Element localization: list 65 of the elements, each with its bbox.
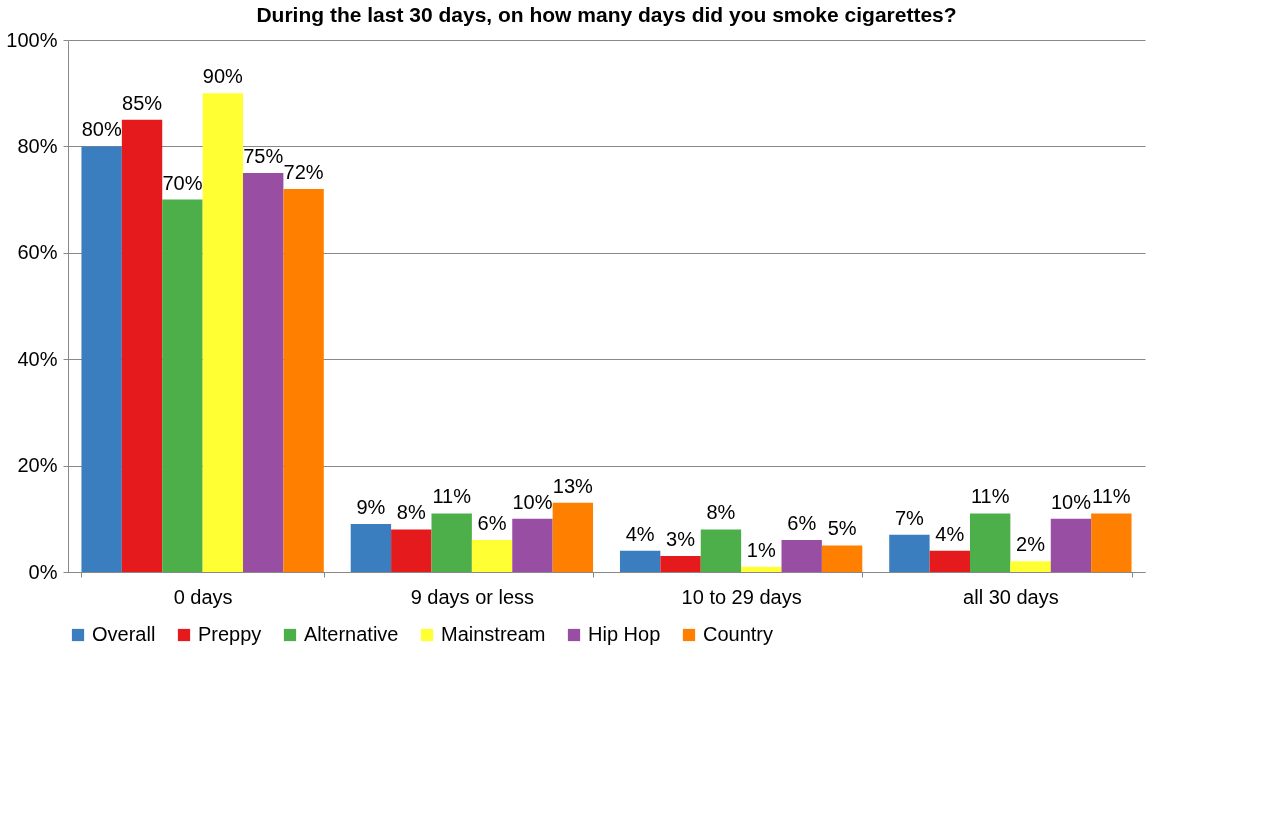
bar [350,524,392,572]
y-tick-label: 80% [17,134,58,157]
data-label: 4% [625,522,655,545]
bar [781,540,822,572]
data-label: 90% [202,65,244,88]
legend-label: Preppy [198,623,262,645]
data-label: 11% [970,485,1010,508]
data-label: 10% [512,490,553,513]
data-label: 3% [666,528,696,551]
data-label: 8% [396,501,426,524]
data-label: 7% [894,506,925,529]
y-tick-label: 20% [17,454,58,477]
bar [81,146,122,572]
x-tick-label: 9 days or less [410,585,535,608]
bar [821,545,863,572]
x-tick-label: all 30 days [963,585,1059,608]
chart-title: During the last 30 days, on how many days did you smoke cigarettes? [256,3,957,26]
data-label: 85% [122,91,163,114]
x-tick-label: 10 to 29 days [681,585,802,608]
bar [471,540,513,572]
bar [202,93,244,572]
bar [619,550,661,572]
legend-label: Mainstream [441,623,546,645]
data-label: 4% [935,522,965,545]
data-label: 8% [706,501,736,524]
legend-label: Hip Hop [588,623,661,645]
data-label: 2% [1016,533,1046,556]
data-label: 6% [787,512,817,535]
data-label: 9% [356,496,386,519]
bar [552,502,594,572]
y-tick-label: 60% [17,241,58,264]
legend-label: Overall [92,623,156,645]
bar [741,566,782,572]
bar [1010,561,1051,572]
bar [431,513,472,572]
bar [660,556,701,572]
data-label: 72% [283,160,324,183]
bar [512,518,553,572]
data-label: 80% [81,118,122,141]
data-label: 70% [162,171,203,194]
data-label: 11% [432,485,472,508]
data-label: 5% [827,517,857,540]
bar [889,534,930,572]
y-tick-label: 100% [6,28,58,51]
bar [391,529,432,572]
bar [162,199,203,572]
data-label: 6% [477,512,507,535]
y-tick-label: 40% [17,347,58,370]
bar [283,188,324,572]
bar [700,529,742,572]
bar [243,173,284,572]
x-tick-label: 0 days [173,585,233,608]
bar [929,550,970,572]
data-label: 13% [552,474,594,497]
data-label: 75% [243,145,284,167]
data-label: 1% [746,538,776,561]
legend-label: Country [703,623,774,645]
y-tick-label: 0% [28,560,58,583]
bar [121,119,163,572]
bar [1091,513,1132,572]
bar [969,513,1011,572]
legend-label: Alternative [304,623,399,645]
data-label: 10% [1050,490,1092,513]
bar [1050,518,1092,572]
data-label: 11% [1092,485,1131,508]
